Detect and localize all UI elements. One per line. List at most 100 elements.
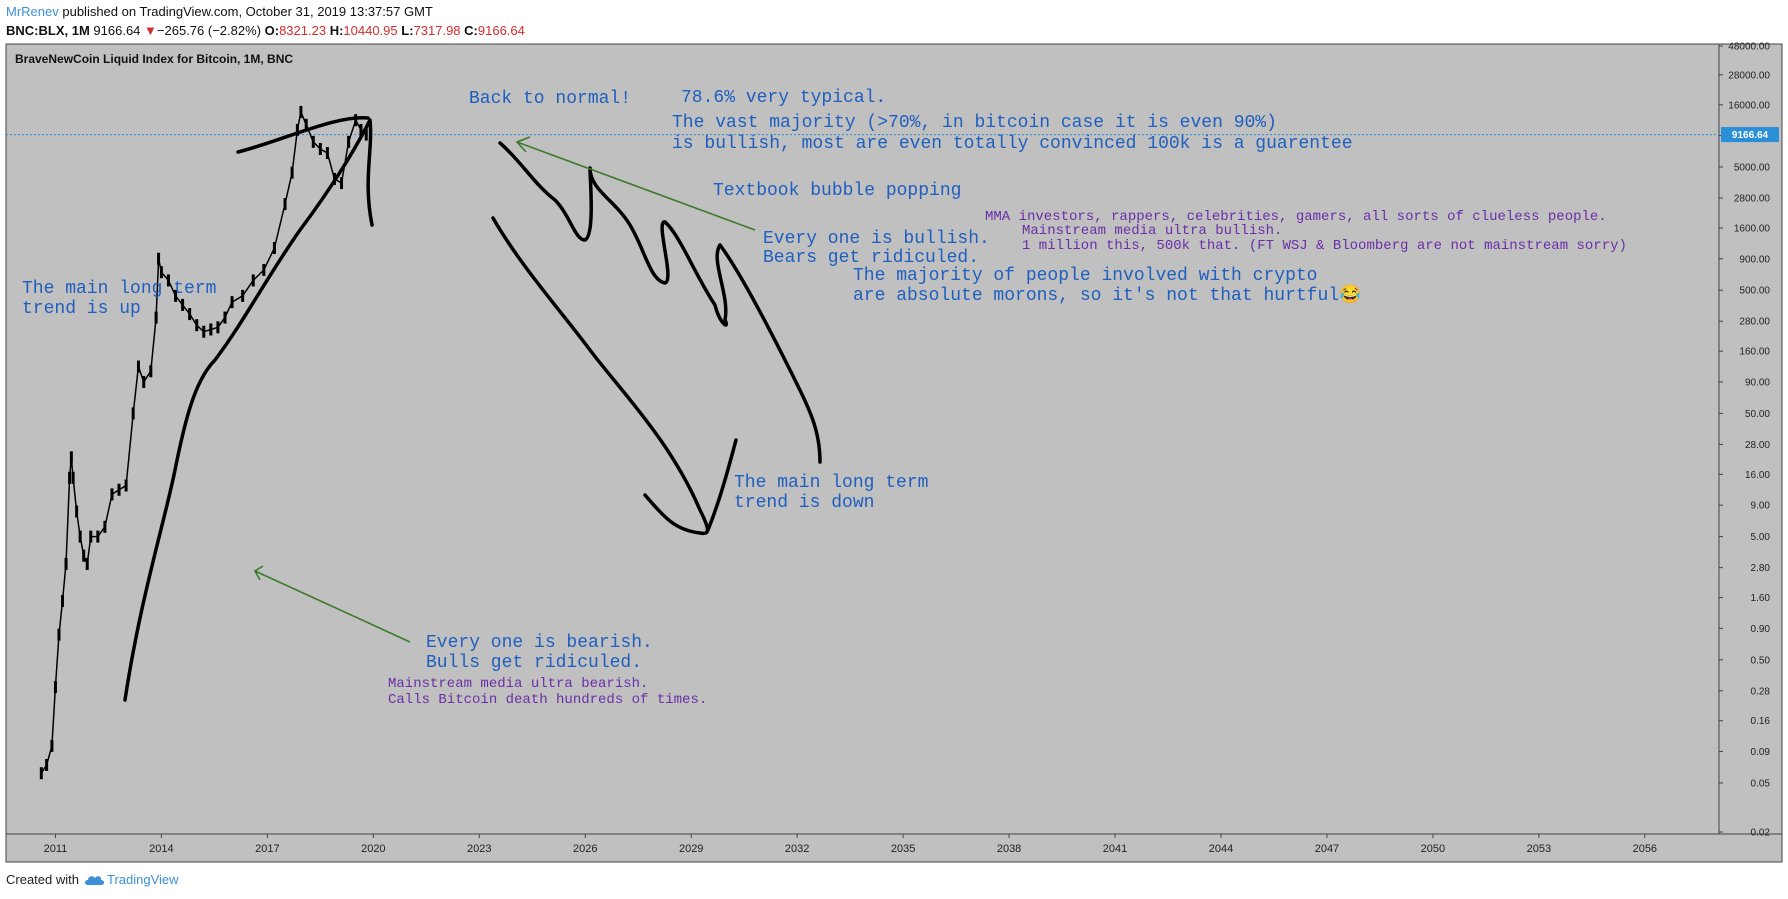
annotation-vast-majority-2: is bullish, most are even totally convin… bbox=[672, 134, 1353, 154]
price-candle bbox=[131, 407, 135, 420]
x-tick-label: 2011 bbox=[44, 843, 68, 855]
x-tick-label: 2050 bbox=[1421, 843, 1445, 855]
y-tick-label: 28000.00 bbox=[1728, 70, 1770, 81]
x-tick-label: 2035 bbox=[891, 843, 915, 855]
price-candle bbox=[110, 488, 114, 501]
price-candle bbox=[57, 628, 61, 641]
annotation-bullish-2: Bears get ridiculed. bbox=[763, 248, 979, 268]
y-tick-label: 90.00 bbox=[1745, 377, 1770, 388]
price-candle bbox=[230, 296, 234, 309]
price-candle bbox=[359, 123, 363, 136]
price-candle bbox=[96, 530, 100, 543]
price-candle bbox=[299, 105, 303, 118]
x-tick-label: 2020 bbox=[361, 843, 385, 855]
y-tick-label: 50.00 bbox=[1745, 409, 1770, 420]
x-tick-label: 2026 bbox=[573, 843, 597, 855]
annotation-trend-down-2: trend is down bbox=[734, 493, 874, 513]
tradingview-brand: TradingView bbox=[106, 872, 179, 887]
annotation-trend-down-1: The main long term bbox=[734, 473, 928, 493]
tradingview-cloud-icon bbox=[84, 875, 104, 885]
price-candle bbox=[45, 758, 49, 771]
time-axis-panel[interactable] bbox=[5, 833, 1783, 863]
annotation-mma: MMA investors, rappers, celebrities, gam… bbox=[985, 209, 1607, 225]
x-tick-label: 2014 bbox=[149, 843, 173, 855]
tradingview-link[interactable]: TradingView bbox=[83, 872, 179, 887]
annotation-morons-2: are absolute morons, so it's not that hu… bbox=[853, 284, 1362, 306]
y-tick-label: 5.00 bbox=[1751, 532, 1771, 543]
green-arrows bbox=[253, 136, 756, 643]
price-candle bbox=[39, 767, 43, 780]
price-candle bbox=[241, 289, 245, 302]
price-candle bbox=[103, 520, 107, 533]
price-candle bbox=[154, 311, 158, 324]
x-tick-label: 2023 bbox=[467, 843, 491, 855]
author-link[interactable]: MrRenev bbox=[6, 4, 59, 19]
bounce-stroke bbox=[706, 438, 738, 532]
annotation-trend-up-1: The main long term bbox=[22, 279, 216, 299]
price-candle bbox=[295, 123, 299, 136]
y-tick-label: 0.02 bbox=[1751, 828, 1771, 839]
y-tick-label: 0.50 bbox=[1751, 655, 1771, 666]
plot-background[interactable] bbox=[5, 43, 1720, 835]
annotation-textbook: Textbook bubble popping bbox=[713, 181, 961, 201]
price-candle bbox=[71, 471, 75, 484]
decline-stroke-2 bbox=[491, 216, 710, 536]
annotation-media-bearish: Mainstream media ultra bearish. bbox=[388, 676, 648, 692]
y-tick-label: 2.80 bbox=[1751, 563, 1771, 574]
decline-stroke-1 bbox=[498, 141, 822, 464]
ohlc-line: BNC:BLX, 1M 9166.64 ▼−265.76 (−2.82%) O:… bbox=[6, 21, 525, 40]
price-candle bbox=[50, 739, 54, 752]
annotation-vast-majority-1: The vast majority (>70%, in bitcoin case… bbox=[672, 113, 1277, 133]
price-candle bbox=[124, 479, 128, 492]
price-candle bbox=[262, 263, 266, 276]
annotation-bearish-1: Every one is bearish. bbox=[426, 633, 653, 653]
open-value: 8321.23 bbox=[279, 23, 327, 38]
low-label: L: bbox=[401, 23, 414, 38]
price-candle bbox=[61, 595, 65, 608]
price-candle bbox=[354, 114, 358, 127]
price-candle bbox=[157, 252, 161, 265]
price-candle bbox=[251, 274, 255, 287]
drawing-strokes bbox=[123, 116, 822, 702]
top-arrow-line bbox=[516, 141, 756, 231]
bottom-arrow-line bbox=[254, 570, 411, 643]
annotation-bullish-1: Every one is bullish. bbox=[763, 229, 990, 249]
price-candle bbox=[272, 242, 276, 255]
x-tick-label: 2047 bbox=[1315, 843, 1339, 855]
open-label: O: bbox=[264, 23, 280, 38]
price-candle bbox=[181, 298, 185, 311]
price-candle bbox=[347, 135, 351, 148]
price-candle bbox=[142, 375, 146, 388]
price-candle bbox=[304, 118, 308, 131]
price-candle bbox=[195, 319, 199, 332]
annotation-morons-1: The majority of people involved with cry… bbox=[853, 266, 1317, 286]
price-candle bbox=[68, 471, 72, 484]
last-price-label: 9166.64 bbox=[1732, 130, 1769, 141]
x-tick-label: 2056 bbox=[1633, 843, 1657, 855]
price-axis-panel[interactable] bbox=[1718, 43, 1783, 835]
y-tick-label: 48000.00 bbox=[1728, 42, 1770, 53]
annotations: Back to normal! 78.6% very typical. The … bbox=[22, 88, 1627, 708]
price-value: 9166.64 bbox=[93, 23, 141, 38]
published-text: published on TradingView.com, October 31… bbox=[58, 4, 433, 19]
annotation-million: 1 million this, 500k that. (FT WSJ & Blo… bbox=[1022, 238, 1627, 254]
price-candle bbox=[325, 146, 329, 159]
price-candle bbox=[318, 143, 322, 156]
y-tick-label: 160.00 bbox=[1739, 347, 1770, 358]
top-arrow-head bbox=[515, 136, 531, 153]
price-candle bbox=[223, 311, 227, 324]
price-candle bbox=[64, 557, 68, 570]
x-tick-label: 2029 bbox=[679, 843, 703, 855]
y-tick-label: 16000.00 bbox=[1728, 100, 1770, 111]
price-candle bbox=[174, 289, 178, 302]
price-candle bbox=[69, 451, 73, 464]
y-tick-label: 2800.00 bbox=[1734, 194, 1771, 205]
price-candle bbox=[53, 681, 57, 694]
price-candle bbox=[290, 166, 294, 179]
y-tick-label: 500.00 bbox=[1739, 286, 1770, 297]
price-candle bbox=[82, 549, 86, 562]
price-candle bbox=[149, 365, 153, 378]
bottom-arrow-head bbox=[253, 565, 264, 581]
y-tick-label: 1.60 bbox=[1751, 593, 1771, 604]
